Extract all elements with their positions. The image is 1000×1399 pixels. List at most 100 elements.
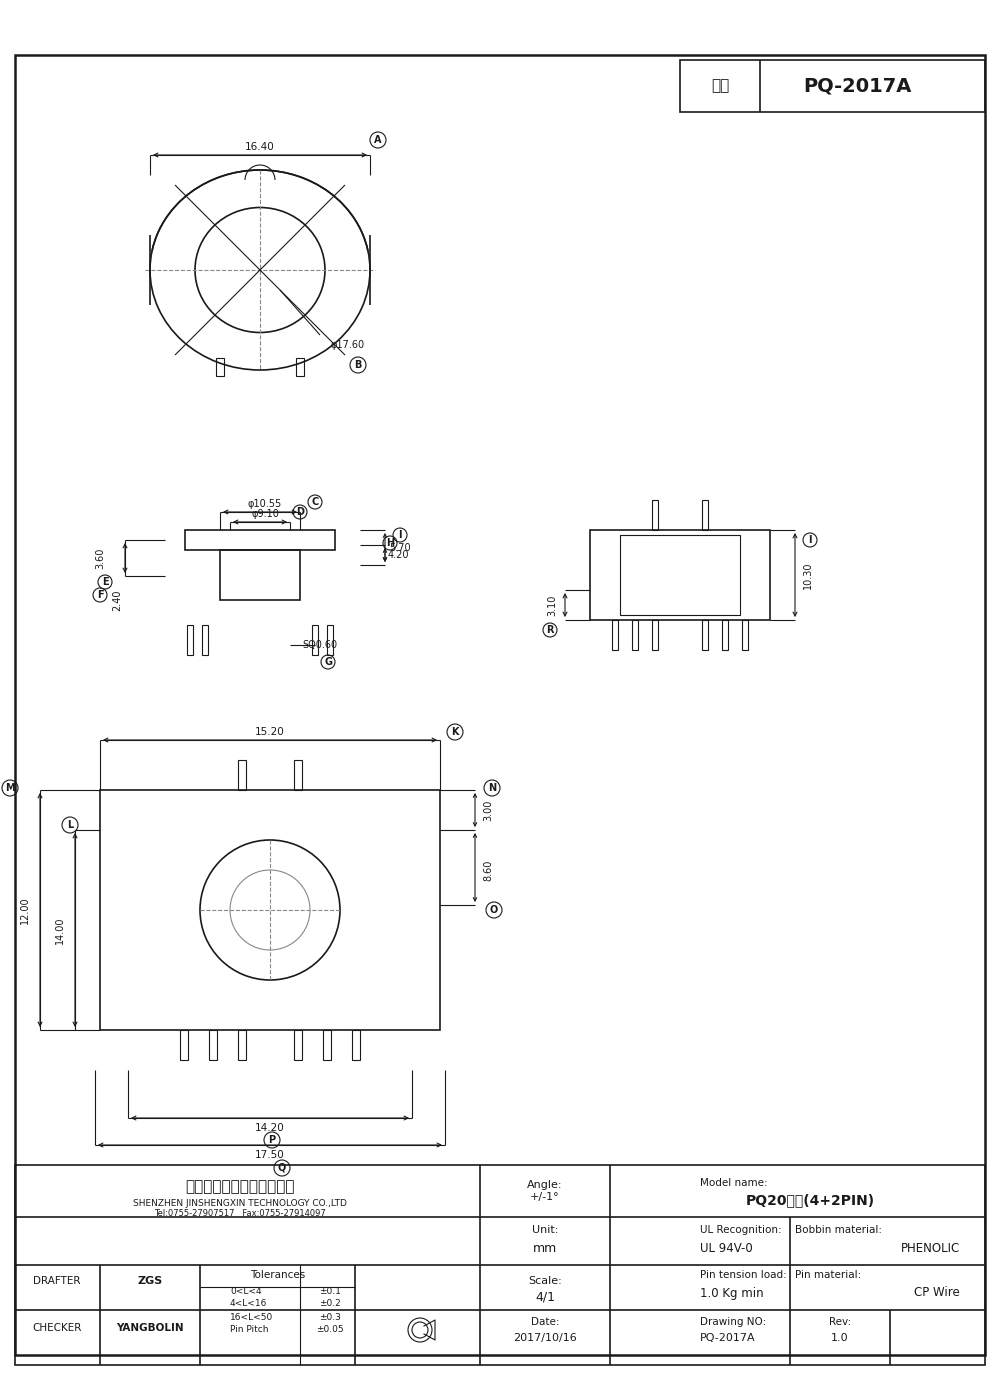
Bar: [352, 1030, 360, 1060]
Bar: [294, 760, 302, 790]
Text: ±0.05: ±0.05: [316, 1325, 344, 1335]
Text: 14.00: 14.00: [55, 916, 65, 944]
Bar: [238, 1030, 246, 1060]
Bar: [202, 625, 208, 655]
Text: Rev:: Rev:: [829, 1316, 851, 1328]
Text: B: B: [354, 360, 362, 369]
Text: N: N: [488, 783, 496, 793]
Bar: [652, 499, 658, 530]
Text: D: D: [296, 506, 304, 518]
Text: 0<L<4: 0<L<4: [230, 1287, 262, 1295]
Text: I: I: [808, 534, 812, 546]
Text: O: O: [490, 905, 498, 915]
Text: UL Recognition:: UL Recognition:: [700, 1226, 782, 1235]
Text: φ17.60: φ17.60: [331, 340, 365, 350]
Bar: [185, 530, 335, 550]
Text: φ10.55: φ10.55: [248, 499, 282, 509]
Text: ZGS: ZGS: [137, 1276, 163, 1286]
Text: 3.10: 3.10: [547, 595, 557, 616]
Text: C: C: [311, 497, 319, 506]
Text: Drawing NO:: Drawing NO:: [700, 1316, 766, 1328]
Text: 17.50: 17.50: [255, 1150, 285, 1160]
Text: M: M: [5, 783, 15, 793]
Text: Angle:
+/-1°: Angle: +/-1°: [527, 1181, 563, 1202]
Bar: [180, 1030, 188, 1060]
Bar: [294, 1030, 302, 1060]
Text: Scale:: Scale:: [528, 1276, 562, 1286]
Bar: [220, 550, 300, 600]
Text: 14.20: 14.20: [255, 1123, 285, 1133]
Text: SQ0.60: SQ0.60: [302, 639, 338, 651]
Text: 型号: 型号: [711, 78, 729, 94]
Text: L: L: [67, 820, 73, 830]
Bar: [590, 530, 770, 620]
Bar: [323, 1030, 331, 1060]
Text: ±0.2: ±0.2: [319, 1300, 341, 1308]
Text: PQ-2017A: PQ-2017A: [803, 77, 911, 95]
Text: F: F: [97, 590, 103, 600]
Text: 1.0 Kg min: 1.0 Kg min: [700, 1287, 764, 1300]
Text: SHENZHEN JINSHENGXIN TECHNOLOGY CO.,LTD: SHENZHEN JINSHENGXIN TECHNOLOGY CO.,LTD: [133, 1199, 347, 1207]
Text: mm: mm: [533, 1241, 557, 1255]
Text: H: H: [386, 539, 394, 548]
Bar: [632, 620, 638, 651]
Text: UL 94V-0: UL 94V-0: [700, 1241, 753, 1255]
Text: 4.20: 4.20: [387, 550, 409, 560]
Text: K: K: [451, 727, 459, 737]
Text: 10.30: 10.30: [803, 561, 813, 589]
Text: PHENOLIC: PHENOLIC: [901, 1241, 960, 1255]
Text: PQ20立式(4+2PIN): PQ20立式(4+2PIN): [745, 1193, 875, 1207]
Text: DRAFTER: DRAFTER: [33, 1276, 81, 1286]
Text: Model name:: Model name:: [700, 1178, 768, 1188]
Text: ±0.1: ±0.1: [319, 1287, 341, 1295]
Text: 16.40: 16.40: [245, 143, 275, 152]
Text: 5.70: 5.70: [389, 543, 411, 553]
Text: CHECKER: CHECKER: [32, 1323, 82, 1333]
Bar: [209, 1030, 217, 1060]
Text: YANGBOLIN: YANGBOLIN: [116, 1323, 184, 1333]
Text: ±0.3: ±0.3: [319, 1312, 341, 1322]
Text: Tel:0755-27907517   Fax:0755-27914097: Tel:0755-27907517 Fax:0755-27914097: [154, 1209, 326, 1217]
Bar: [702, 499, 708, 530]
Text: 8.60: 8.60: [483, 859, 493, 881]
Text: Pin Pitch: Pin Pitch: [230, 1325, 269, 1335]
Text: 4<L<16: 4<L<16: [230, 1300, 267, 1308]
Text: 15.20: 15.20: [255, 727, 285, 737]
Text: R: R: [546, 625, 554, 635]
Text: I: I: [398, 530, 402, 540]
Bar: [238, 760, 246, 790]
Text: φ9.10: φ9.10: [251, 509, 279, 519]
Text: Unit:: Unit:: [532, 1226, 558, 1235]
Bar: [620, 534, 740, 616]
Text: 3.00: 3.00: [483, 799, 493, 821]
Bar: [187, 625, 193, 655]
Bar: [742, 620, 748, 651]
Bar: [722, 620, 728, 651]
Text: Date:: Date:: [531, 1316, 559, 1328]
Text: 2.40: 2.40: [112, 589, 122, 611]
Text: Bobbin material:: Bobbin material:: [795, 1226, 882, 1235]
Text: Tolerances: Tolerances: [250, 1270, 306, 1280]
Text: G: G: [324, 658, 332, 667]
Bar: [702, 620, 708, 651]
Text: CP Wire: CP Wire: [914, 1287, 960, 1300]
Bar: [312, 625, 318, 655]
Text: 2017/10/16: 2017/10/16: [513, 1333, 577, 1343]
Text: Q: Q: [278, 1163, 286, 1172]
Text: 深圳市金盛鑫科技有限公司: 深圳市金盛鑫科技有限公司: [185, 1179, 295, 1195]
Bar: [296, 358, 304, 376]
Bar: [327, 625, 333, 655]
Text: 3.60: 3.60: [95, 547, 105, 568]
Text: P: P: [268, 1135, 276, 1144]
Text: 12.00: 12.00: [20, 897, 30, 923]
Text: E: E: [102, 576, 108, 588]
Bar: [100, 790, 440, 1030]
Bar: [216, 358, 224, 376]
Text: 1.0: 1.0: [831, 1333, 849, 1343]
Text: Pin material:: Pin material:: [795, 1270, 861, 1280]
Bar: [15, 1165, 985, 1365]
Text: Pin tension load:: Pin tension load:: [700, 1270, 787, 1280]
Text: A: A: [374, 134, 382, 145]
Text: PQ-2017A: PQ-2017A: [700, 1333, 756, 1343]
Bar: [612, 620, 618, 651]
